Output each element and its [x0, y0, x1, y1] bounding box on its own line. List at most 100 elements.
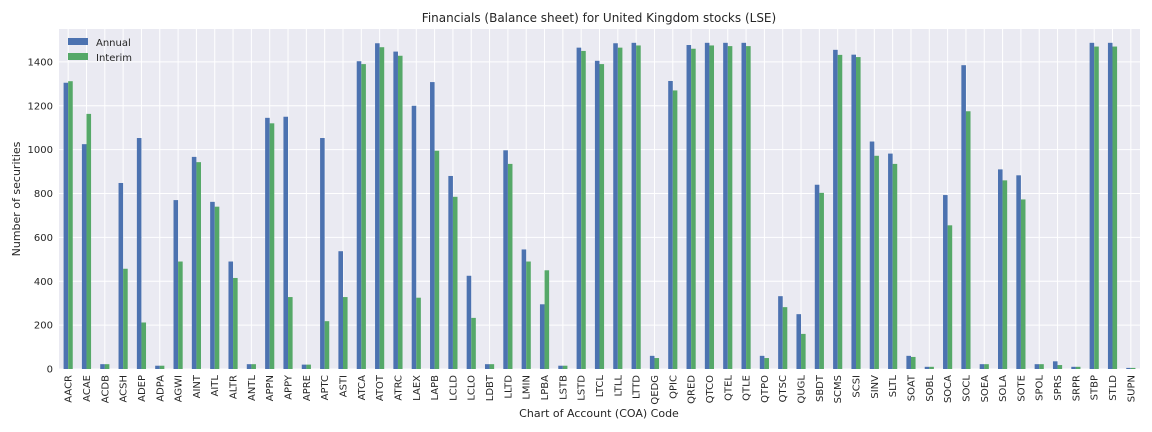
x-tick-label: QTLE: [742, 375, 753, 401]
x-tick-label: QTSC: [778, 375, 789, 402]
bar-annual-sprs: [1052, 361, 1058, 369]
x-tick-label: APPN: [265, 375, 276, 401]
x-tick-label: AINT: [192, 374, 203, 398]
x-tick-label: LTTD: [632, 375, 643, 399]
x-tick-label: AITL: [210, 375, 221, 397]
bar-interim-stld: [1112, 46, 1118, 369]
bar-annual-apre: [301, 364, 307, 369]
x-tick-label: LDBT: [485, 374, 496, 401]
bar-interim-sote: [1020, 199, 1026, 369]
x-axis-ticks: AACR ACAE ACDB ACSH ADEP ADPA AGWI AINT AITL ALTR…: [64, 374, 1138, 405]
bar-annual-qred: [686, 45, 692, 369]
bar-annual-ltll: [613, 43, 618, 370]
x-tick-label: SOLA: [998, 375, 1009, 402]
bar-interim-antl: [251, 364, 256, 369]
bar-annual-qtel: [723, 42, 728, 369]
bar-interim-atrc: [397, 55, 403, 369]
bar-interim-sbdt: [819, 192, 824, 369]
x-tick-label: LSTD: [577, 375, 588, 401]
bar-annual-stbp: [1089, 42, 1095, 369]
x-tick-label: APPY: [284, 374, 295, 400]
x-axis-label: Chart of Account (COA) Code: [519, 407, 679, 420]
x-tick-label: LCLO: [467, 375, 478, 401]
x-tick-label: STBP: [1090, 375, 1101, 400]
bar-annual-atot: [375, 43, 380, 370]
bar-interim-aptc: [324, 321, 330, 369]
x-tick-label: SOCA: [943, 375, 954, 403]
bar-annual-lapb: [430, 82, 435, 370]
bar-annual-sltl: [888, 153, 893, 369]
bar-interim-altr: [233, 277, 238, 369]
bar-annual-aacr: [63, 82, 69, 369]
bar-interim-lapb: [434, 150, 440, 369]
bar-interim-lltd: [507, 163, 513, 369]
x-tick-label: SCSI: [852, 375, 863, 398]
x-tick-label: APRE: [302, 375, 313, 401]
bar-interim-aacr: [68, 81, 73, 369]
y-tick-label: 1400: [28, 57, 53, 68]
bar-interim-laex: [416, 297, 421, 369]
x-tick-label: LSTB: [558, 375, 569, 400]
bar-annual-qugl: [796, 314, 802, 369]
bar-annual-lttd: [631, 42, 637, 369]
x-tick-label: ATRC: [393, 375, 404, 401]
x-tick-label: LAPB: [430, 375, 441, 401]
bar-annual-ldbt: [484, 364, 490, 369]
bar-interim-sobl: [929, 366, 934, 369]
x-tick-label: QTCO: [705, 375, 716, 403]
bar-annual-sbdt: [814, 184, 820, 369]
bar-interim-adpa: [159, 365, 165, 369]
bar-annual-adep: [136, 138, 142, 369]
bar-annual-laex: [411, 105, 417, 369]
x-tick-label: SOCL: [961, 375, 972, 402]
bar-interim-qugl: [801, 333, 806, 369]
bar-interim-sola: [1002, 180, 1008, 369]
bar-interim-socl: [965, 111, 971, 370]
bar-annual-qtsc: [778, 296, 783, 369]
bar-annual-atrc: [393, 51, 398, 370]
x-tick-label: QPIC: [668, 375, 679, 399]
bar-annual-agwi: [173, 200, 179, 369]
bar-interim-ltcl: [599, 64, 605, 369]
bar-interim-lmin: [526, 261, 531, 369]
bar-interim-apre: [306, 364, 311, 369]
legend-label-annual: Annual: [96, 38, 131, 49]
bar-interim-agwi: [178, 261, 183, 369]
bar-annual-soea: [979, 364, 985, 369]
x-tick-label: LTLL: [613, 375, 624, 397]
x-tick-label: SOBL: [925, 375, 936, 402]
chart-title: Financials (Balance sheet) for United Ki…: [422, 11, 776, 25]
x-tick-label: QUGL: [797, 375, 808, 404]
bar-annual-altr: [228, 261, 234, 369]
x-tick-label: LCLD: [448, 375, 459, 401]
bar-interim-qtsc: [782, 307, 788, 369]
x-tick-label: SBDT: [815, 374, 826, 402]
bar-interim-sprs: [1057, 365, 1063, 369]
bar-annual-srpr: [1071, 366, 1076, 369]
bar-interim-srpr: [1075, 366, 1081, 369]
bar-interim-lstb: [562, 365, 568, 369]
bar-annual-scms: [833, 49, 838, 369]
legend-label-interim: Interim: [96, 53, 132, 64]
bar-annual-appy: [283, 116, 289, 369]
bar-interim-acae: [86, 113, 92, 369]
bar-annual-sinv: [869, 141, 875, 369]
x-tick-label: ASTI: [338, 375, 349, 397]
x-tick-label: AGWI: [174, 375, 185, 402]
y-tick-label: 1000: [28, 145, 53, 156]
x-tick-label: ADEP: [137, 375, 148, 402]
bar-interim-lttd: [636, 45, 641, 370]
x-tick-label: APTC: [320, 375, 331, 400]
x-tick-label: QEDG: [650, 375, 661, 405]
legend-swatch-interim: [68, 53, 88, 60]
bar-annual-qtco: [704, 42, 710, 369]
x-tick-label: QTEL: [723, 375, 734, 401]
x-tick-label: SINV: [870, 375, 881, 399]
bar-interim-qedg: [654, 358, 660, 369]
legend: Annual Interim: [68, 38, 132, 64]
y-axis-label: Number of securities: [10, 141, 23, 256]
bar-annual-antl: [246, 364, 252, 369]
bar-interim-scms: [837, 54, 843, 369]
bar-interim-ltll: [617, 47, 623, 369]
